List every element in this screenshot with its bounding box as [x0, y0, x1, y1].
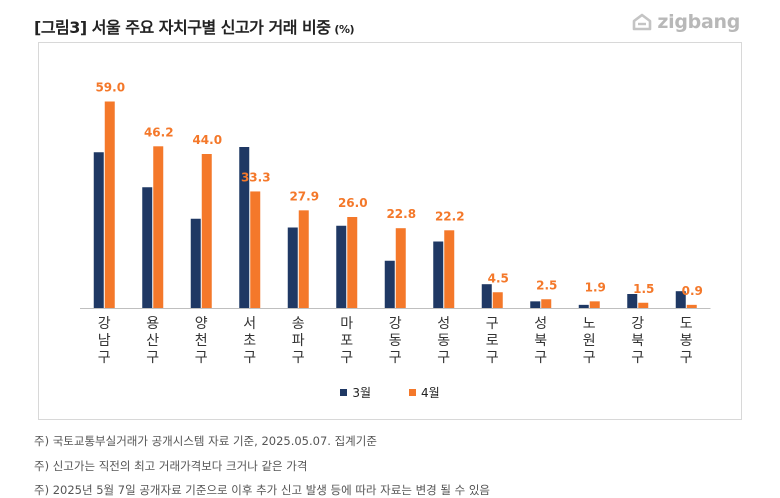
category-label: 마 — [340, 316, 353, 332]
footnote: 주) 국토교통부실거래가 공개시스템 자료 기준, 2025.05.07. 집계… — [34, 434, 377, 448]
bar-march — [481, 284, 492, 308]
category-label: 구 — [680, 350, 693, 366]
title-unit: (%) — [334, 23, 354, 36]
data-label: 33.3 — [241, 170, 271, 184]
category-label: 강 — [631, 316, 644, 332]
category-label: 산 — [146, 333, 159, 349]
data-label: 26.0 — [338, 196, 368, 210]
zigbang-logo-icon — [633, 13, 652, 31]
bar-april — [395, 228, 406, 308]
category-label: 송 — [292, 316, 305, 332]
category-label: 구 — [631, 350, 644, 366]
legend-label-march: 3월 — [352, 386, 371, 400]
data-label: 44.0 — [192, 133, 222, 147]
bar-march — [578, 304, 589, 308]
bar-chart: 59.0강남구46.2용산구44.0양천구33.3서초구27.9송파구26.0마… — [80, 81, 711, 366]
category-label: 남 — [98, 333, 111, 349]
bar-april — [444, 230, 455, 308]
category-label: 구 — [98, 350, 111, 366]
zigbang-logo: zigbang — [631, 11, 740, 33]
bar-march — [627, 294, 638, 308]
category-label: 초 — [243, 333, 256, 349]
chart-frame — [38, 42, 742, 420]
category-label: 구 — [583, 350, 596, 366]
category-label: 강 — [98, 316, 111, 332]
footnote: 주) 신고가는 직전의 최고 거래가격보다 크거나 같은 가격 — [34, 459, 308, 473]
category-label: 구 — [292, 350, 305, 366]
legend-swatch-april — [409, 389, 416, 396]
category-label: 도 — [680, 316, 693, 332]
bar-march — [336, 225, 347, 308]
category-label: 구 — [146, 350, 159, 366]
category-label: 동 — [437, 333, 450, 349]
legend-item-march: 3월 — [340, 384, 371, 401]
bar-march — [384, 260, 395, 308]
category-label: 천 — [195, 333, 208, 349]
category-label: 포 — [340, 333, 353, 349]
legend-item-april: 4월 — [409, 384, 440, 401]
category-label: 노 — [583, 316, 596, 332]
category-label: 구 — [389, 350, 402, 366]
bar-april — [153, 146, 164, 308]
category-label: 구 — [486, 350, 499, 366]
category-label: 로 — [486, 333, 499, 349]
bar-april — [201, 154, 212, 308]
chart-legend: 3월 4월 — [0, 384, 780, 401]
category-label: 파 — [292, 333, 305, 349]
bar-april — [492, 292, 503, 308]
logo-text: zigbang — [657, 11, 740, 33]
data-label: 27.9 — [289, 189, 319, 203]
bar-march — [93, 152, 104, 308]
data-label: 22.8 — [386, 207, 416, 221]
bar-march — [675, 291, 686, 308]
category-label: 강 — [389, 316, 402, 332]
category-label: 동 — [389, 333, 402, 349]
bar-april — [589, 301, 600, 308]
category-label: 성 — [437, 316, 450, 332]
category-label: 봉 — [680, 333, 693, 349]
category-label: 원 — [583, 333, 596, 349]
bar-march — [287, 227, 298, 308]
data-label: 4.5 — [488, 271, 509, 285]
data-label: 1.5 — [633, 282, 654, 296]
title-text: [그림3] 서울 주요 자치구별 신고가 거래 비중 — [34, 18, 331, 37]
category-label: 북 — [631, 333, 644, 349]
bar-march — [142, 187, 153, 308]
data-label: 22.2 — [435, 209, 465, 223]
category-label: 구 — [340, 350, 353, 366]
footnote: 주) 2025년 5월 7일 공개자료 기준으로 이후 추가 신고 발생 등에 … — [34, 483, 491, 497]
bar-april — [347, 217, 358, 308]
data-label: 0.9 — [682, 284, 703, 298]
bar-march — [433, 241, 444, 308]
bar-april — [686, 304, 697, 308]
category-label: 북 — [534, 333, 547, 349]
legend-swatch-march — [340, 389, 348, 396]
chart-title: [그림3] 서울 주요 자치구별 신고가 거래 비중 (%) — [34, 14, 354, 38]
category-label: 성 — [534, 316, 547, 332]
category-label: 서 — [243, 316, 256, 332]
bar-april — [638, 302, 649, 308]
data-label: 59.0 — [95, 81, 125, 95]
data-label: 1.9 — [585, 280, 606, 294]
category-label: 구 — [486, 316, 499, 332]
category-label: 양 — [195, 316, 208, 332]
bar-march — [190, 218, 201, 308]
category-label: 구 — [195, 350, 208, 366]
data-label: 2.5 — [536, 278, 557, 292]
bar-march — [239, 147, 250, 308]
bar-april — [104, 101, 115, 308]
bar-march — [530, 301, 541, 308]
legend-label-april: 4월 — [421, 386, 440, 400]
category-label: 구 — [243, 350, 256, 366]
bar-april — [250, 191, 261, 308]
category-label: 구 — [534, 350, 547, 366]
bar-april — [298, 210, 309, 308]
bar-april — [541, 299, 552, 308]
data-label: 46.2 — [144, 125, 174, 139]
category-label: 구 — [437, 350, 450, 366]
category-label: 용 — [146, 316, 159, 332]
